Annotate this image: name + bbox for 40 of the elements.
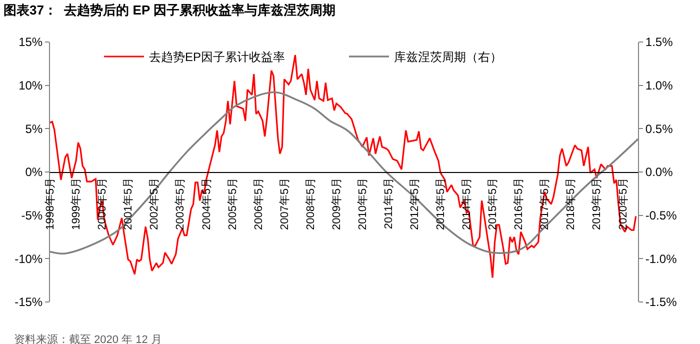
y2-tick-label: 0.5% [645,122,674,136]
x-tick-label: 2003年5月 [174,177,187,230]
y2-tick-label: 0.0% [645,165,674,180]
x-tick-label: 2008年5月 [304,177,317,230]
x-tick-label: 2014年5月 [461,177,474,230]
y2-tick-label: -0.5% [645,208,678,223]
x-tick-label: 2010年5月 [356,177,369,230]
x-tick-label: 2007年5月 [278,177,291,230]
x-tick-label: 2005年5月 [226,177,239,230]
y-tick-label: 5% [25,122,43,136]
y-tick-label: -15% [14,295,43,310]
y-tick-label: -5% [21,208,43,223]
y-tick-label: 10% [18,78,43,93]
x-tick-label: 2016年5月 [513,177,526,230]
x-tick-label: 2015年5月 [487,177,500,230]
x-tick-label: 2013年5月 [435,177,448,230]
y2-tick-label: 1.0% [645,78,674,93]
x-tick-label: 2019年5月 [591,177,604,230]
legend-label: 去趋势EP因子累计收益率 [149,50,286,64]
x-tick-label: 2009年5月 [330,177,343,230]
x-tick-label: 2004年5月 [200,177,213,230]
chart-title: 图表37： 去趋势后的 EP 因子累积收益率与库兹涅茨周期 [4,2,336,18]
y-tick-label: 15% [18,35,43,50]
x-tick-label: 2000年5月 [96,177,109,230]
legend-label: 库兹涅茨周期（右） [394,50,502,64]
y2-tick-label: -1.5% [645,295,678,310]
x-tick-label: 1999年5月 [70,177,83,230]
x-tick-label: 2011年5月 [382,177,395,230]
x-tick-label: 2006年5月 [252,177,265,230]
y-tick-label: -10% [14,252,43,266]
x-tick-label: 2018年5月 [565,177,578,230]
y2-tick-label: 1.5% [645,35,674,50]
x-tick-label: 2012年5月 [409,177,422,230]
x-tick-label: 2001年5月 [122,177,135,230]
x-tick-label: 1998年5月 [44,177,57,230]
x-tick-label: 2020年5月 [617,177,630,230]
x-tick-label: 2017年5月 [539,177,552,230]
y-tick-label: 0% [25,165,43,180]
x-tick-label: 2002年5月 [148,177,161,230]
y2-tick-label: -1.0% [645,252,678,266]
